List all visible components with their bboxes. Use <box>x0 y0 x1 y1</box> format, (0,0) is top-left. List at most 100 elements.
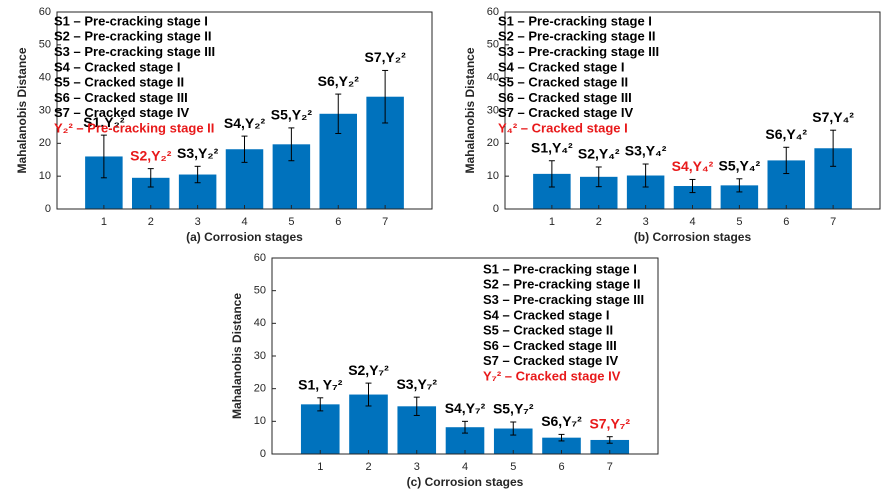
legend-entry: S7 – Cracked stage IV <box>498 105 633 120</box>
y-tick-label: 30 <box>254 350 266 362</box>
bar-annotation: S1,Y₄² <box>531 139 573 155</box>
x-axis-label: (c) Corrosion stages <box>407 475 524 489</box>
legend-entry: S2 – Pre-cracking stage II <box>483 277 641 292</box>
y-tick-label: 60 <box>39 6 51 18</box>
legend-entry: S3 – Pre-cracking stage III <box>498 44 659 59</box>
x-tick-label: 3 <box>195 216 201 228</box>
y-tick-label: 30 <box>39 104 51 116</box>
legend-entry: S2 – Pre-cracking stage II <box>498 29 656 44</box>
y-tick-label: 0 <box>45 203 51 215</box>
error-bar <box>100 134 107 179</box>
y-tick-label: 0 <box>260 448 266 460</box>
error-bar <box>335 93 342 134</box>
y-axis-label: Mahalanobis Distance <box>463 47 477 173</box>
bar-annotation: S7,Y₂² <box>365 49 407 65</box>
y-tick-label: 50 <box>254 285 266 297</box>
legend-entry: Y₄² – Cracked stage I <box>498 121 628 136</box>
error-bar <box>365 382 372 407</box>
axes-box <box>56 11 433 210</box>
legend-entry: S3 – Pre-cracking stage III <box>54 44 215 59</box>
error-bar <box>510 421 517 436</box>
error-bar <box>689 178 696 194</box>
bar-annotation: S5,Y₇² <box>493 401 534 417</box>
error-bar <box>606 436 613 444</box>
y-tick-label: 40 <box>254 317 266 329</box>
bar <box>542 437 581 454</box>
x-tick-label: 4 <box>689 216 695 228</box>
x-axis-label: (b) Corrosion stages <box>634 230 752 244</box>
x-tick-label: 5 <box>736 216 742 228</box>
y-tick-label: 50 <box>39 39 51 51</box>
x-tick-label: 5 <box>288 216 294 228</box>
x-tick-label: 7 <box>830 216 836 228</box>
bar-annotation: S5,Y₄² <box>719 157 761 173</box>
legend-entry: S1 – Pre-cracking stage I <box>498 13 652 28</box>
bar-annotation: S1,Y₂² <box>83 114 125 130</box>
y-axis-label: Mahalanobis Distance <box>15 47 29 173</box>
bar <box>720 185 759 209</box>
bar-annotation: S3,Y₂² <box>177 145 219 161</box>
error-bar <box>548 160 555 188</box>
bar-annotation: S3,Y₄² <box>625 143 667 159</box>
y-tick-label: 50 <box>487 39 499 51</box>
x-tick-label: 1 <box>101 216 107 228</box>
x-tick-label: 3 <box>643 216 649 228</box>
legend-entry: S6 – Cracked stage III <box>498 90 632 105</box>
legend-entry: Y₂² – Pre-cracking stage II <box>54 121 214 136</box>
bar-annotation: S4,Y₄² <box>672 158 714 174</box>
y-tick-label: 40 <box>39 72 51 84</box>
bar-annotation: S2,Y₄² <box>578 146 620 162</box>
legend-entry: S5 – Cracked stage II <box>54 75 184 90</box>
legend-entry: S4 – Cracked stage I <box>498 59 624 74</box>
x-tick-label: 6 <box>335 216 341 228</box>
bar-annotation: S6,Y₂² <box>318 73 360 89</box>
x-tick-label: 7 <box>607 461 613 473</box>
x-tick-label: 6 <box>558 461 564 473</box>
y-tick-label: 60 <box>254 252 266 264</box>
bar-annotation: S2,Y₇² <box>348 362 389 378</box>
bar-annotation: S2,Y₂² <box>130 147 172 163</box>
y-tick-label: 0 <box>493 203 499 215</box>
legend-entry: S6 – Cracked stage III <box>54 90 188 105</box>
y-tick-label: 30 <box>487 104 499 116</box>
error-bar <box>382 69 389 124</box>
y-tick-label: 40 <box>487 72 499 84</box>
bar-annotation: S4,Y₇² <box>445 400 486 416</box>
legend-entry: S7 – Cracked stage IV <box>483 353 618 368</box>
y-tick-label: 20 <box>39 137 51 149</box>
error-bar <box>317 397 324 412</box>
y-tick-label: 20 <box>487 137 499 149</box>
y-tick-label: 20 <box>254 383 266 395</box>
error-bar <box>830 129 837 167</box>
x-tick-label: 7 <box>382 216 388 228</box>
y-tick-label: 10 <box>487 170 499 182</box>
axes-box <box>504 11 881 210</box>
legend-entry: S2 – Pre-cracking stage II <box>54 29 212 44</box>
bar-annotation: S4,Y₂² <box>224 115 266 131</box>
x-tick-label: 6 <box>783 216 789 228</box>
x-tick-label: 1 <box>317 461 323 473</box>
y-axis-label: Mahalanobis Distance <box>230 293 244 419</box>
legend-entry: S6 – Cracked stage III <box>483 338 617 353</box>
error-bar <box>642 163 649 188</box>
bar-annotation: S7,Y₄² <box>812 109 854 125</box>
error-bar <box>783 146 790 175</box>
error-bar <box>462 420 468 434</box>
x-tick-label: 5 <box>510 461 516 473</box>
bar <box>590 439 630 454</box>
y-tick-label: 10 <box>254 415 266 427</box>
legend-entry: S1 – Pre-cracking stage I <box>483 261 637 276</box>
x-tick-label: 3 <box>414 461 420 473</box>
error-bar <box>194 165 201 184</box>
legend-entry: S5 – Cracked stage II <box>498 75 628 90</box>
error-bar <box>413 396 420 416</box>
bar-annotation: S5,Y₂² <box>271 107 313 123</box>
x-tick-label: 2 <box>596 216 602 228</box>
x-tick-label: 1 <box>549 216 555 228</box>
x-tick-label: 2 <box>365 461 371 473</box>
error-bar <box>288 127 295 162</box>
bar-annotation: S6,Y₄² <box>765 126 807 142</box>
legend-entry: S4 – Cracked stage I <box>54 59 180 74</box>
legend-entry: S3 – Pre-cracking stage III <box>483 292 644 307</box>
bar-annotation: S6,Y₇² <box>541 413 582 429</box>
